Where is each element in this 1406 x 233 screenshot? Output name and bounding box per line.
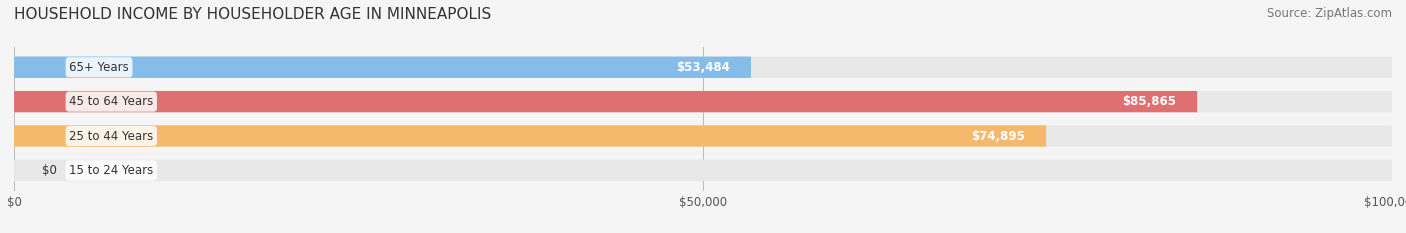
FancyBboxPatch shape xyxy=(14,125,1046,147)
Text: 45 to 64 Years: 45 to 64 Years xyxy=(69,95,153,108)
Text: $0: $0 xyxy=(42,164,56,177)
Text: 25 to 44 Years: 25 to 44 Years xyxy=(69,130,153,143)
Text: $85,865: $85,865 xyxy=(1122,95,1177,108)
Text: $74,895: $74,895 xyxy=(972,130,1025,143)
FancyBboxPatch shape xyxy=(14,91,1197,112)
FancyBboxPatch shape xyxy=(14,91,1392,112)
FancyBboxPatch shape xyxy=(14,57,1392,78)
Text: HOUSEHOLD INCOME BY HOUSEHOLDER AGE IN MINNEAPOLIS: HOUSEHOLD INCOME BY HOUSEHOLDER AGE IN M… xyxy=(14,7,491,22)
Text: $53,484: $53,484 xyxy=(676,61,730,74)
Text: 15 to 24 Years: 15 to 24 Years xyxy=(69,164,153,177)
Text: 65+ Years: 65+ Years xyxy=(69,61,129,74)
FancyBboxPatch shape xyxy=(14,57,751,78)
FancyBboxPatch shape xyxy=(14,125,1392,147)
Text: Source: ZipAtlas.com: Source: ZipAtlas.com xyxy=(1267,7,1392,20)
FancyBboxPatch shape xyxy=(14,160,1392,181)
